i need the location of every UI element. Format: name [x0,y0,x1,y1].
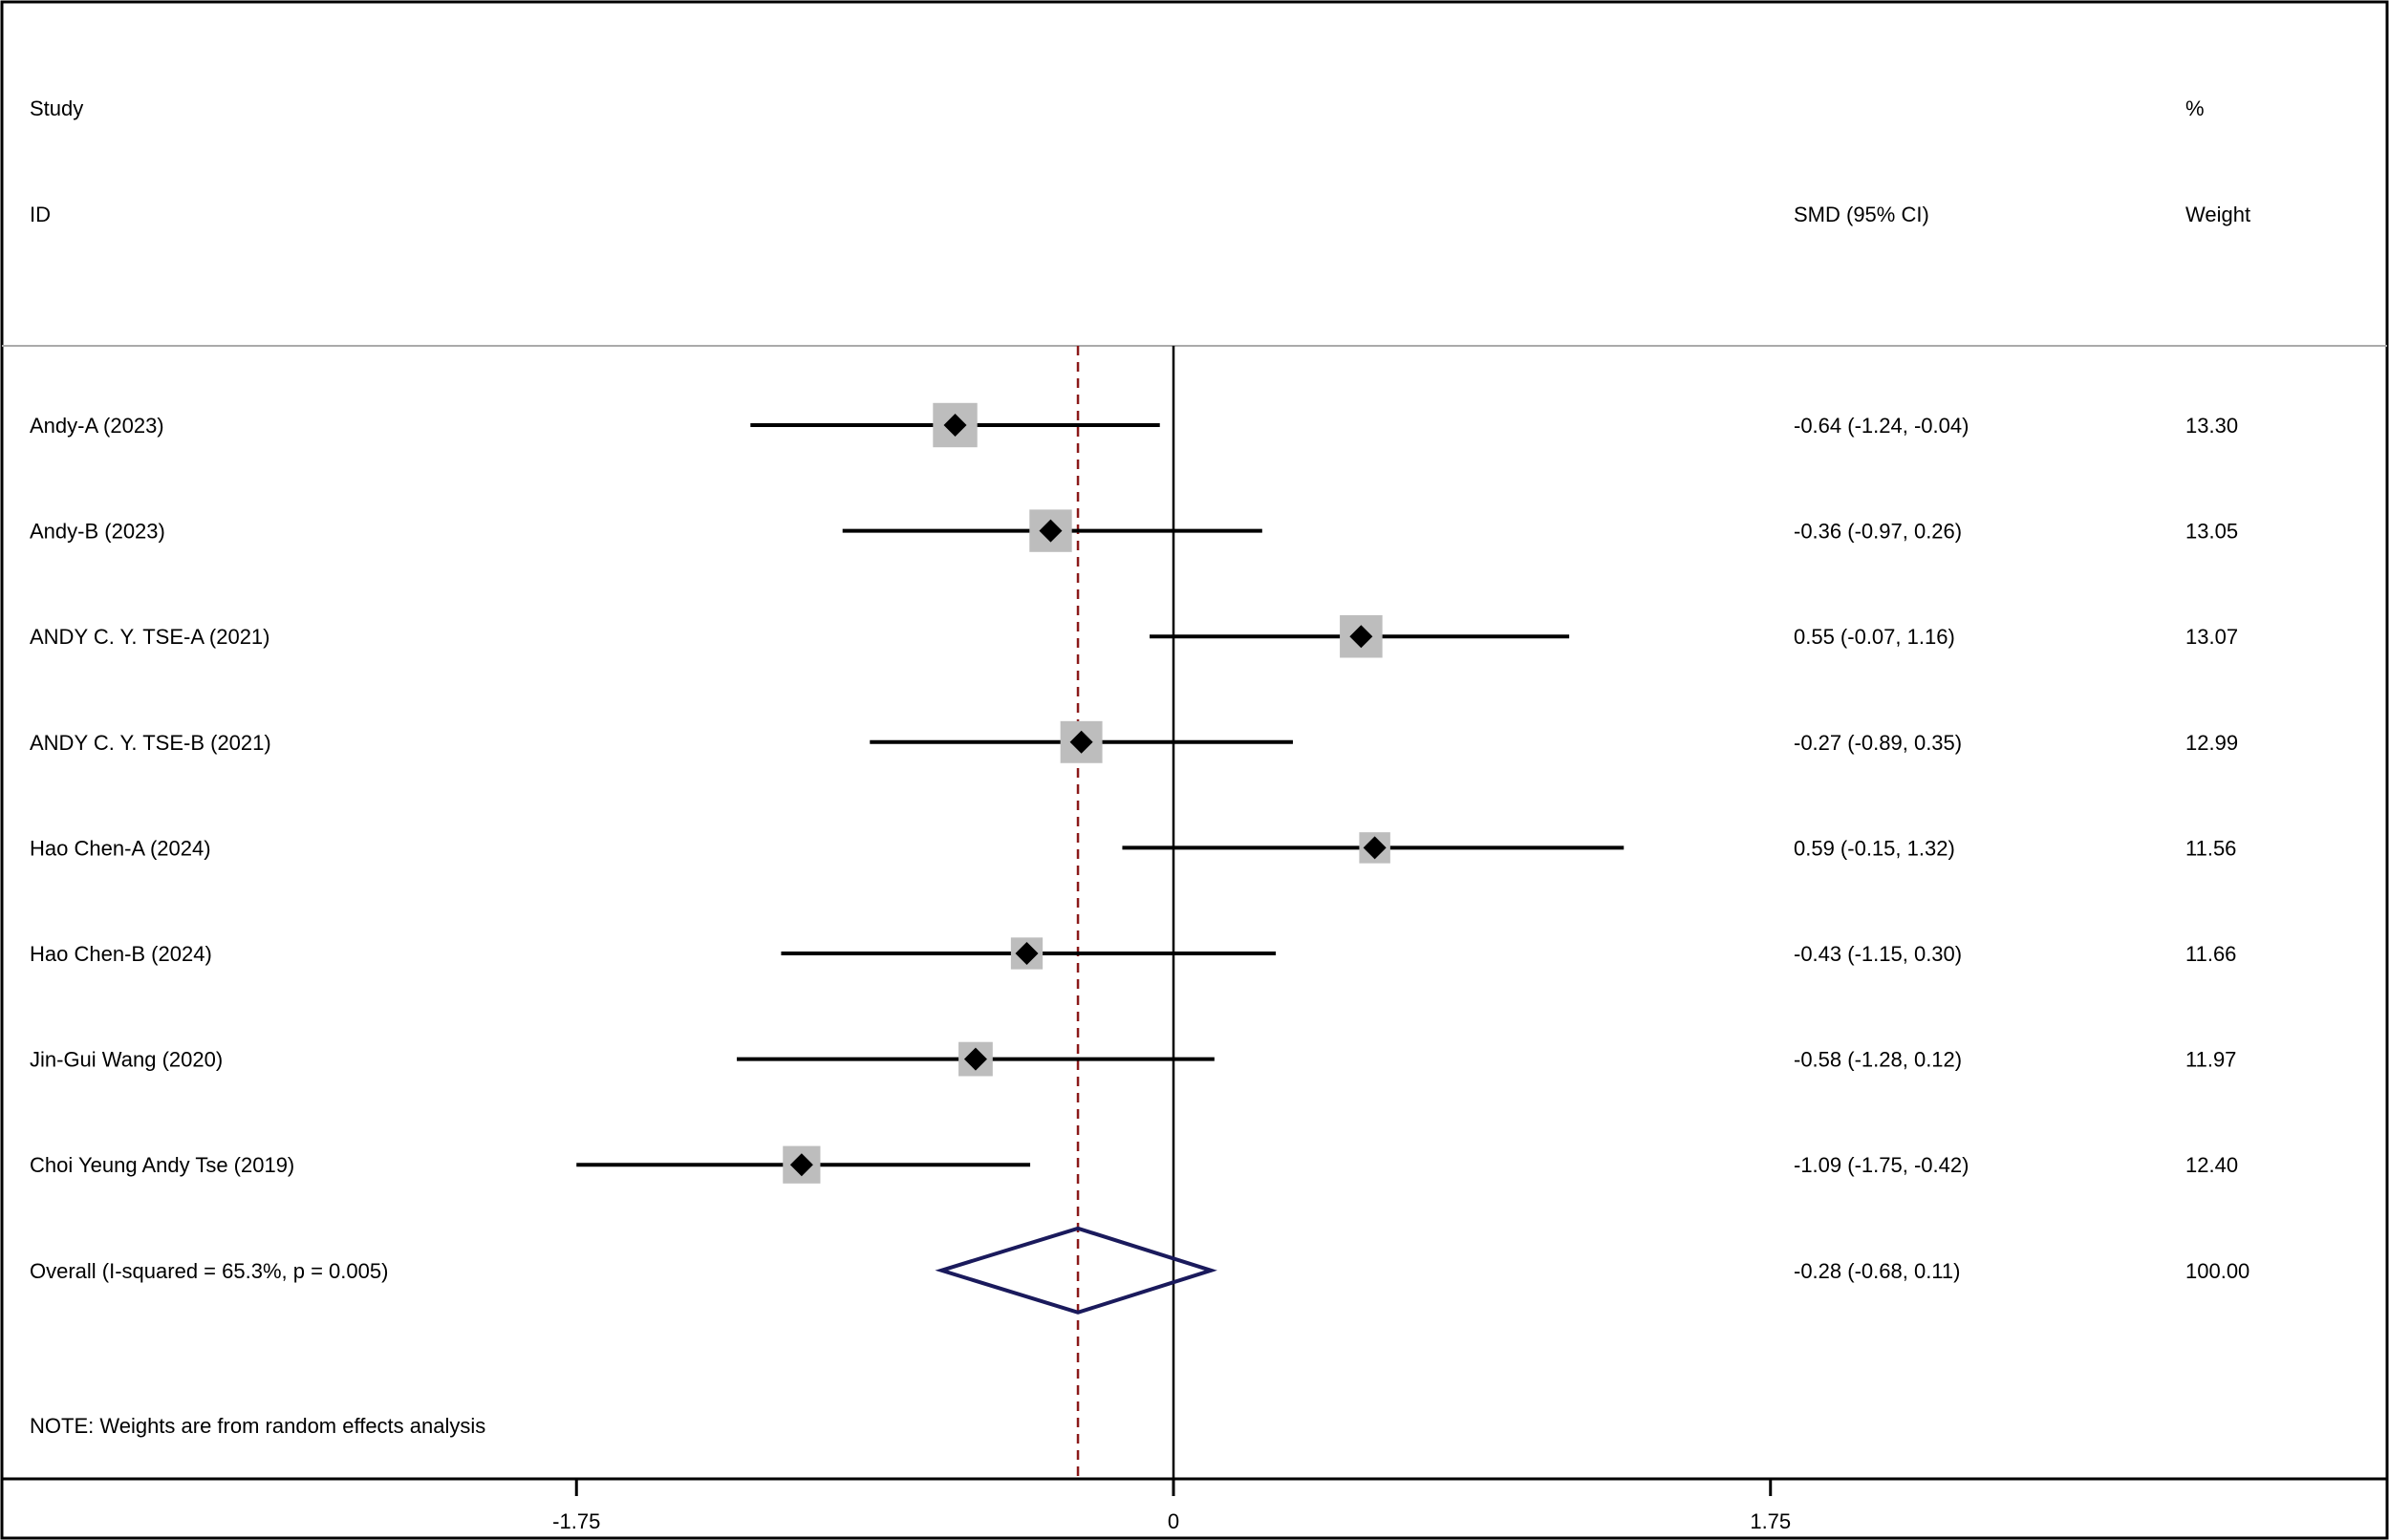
effect-ci-text: 0.55 (-0.07, 1.16) [1794,625,1955,649]
effect-ci-text: 0.59 (-0.15, 1.32) [1794,836,1955,860]
x-tick-label: 0 [1168,1509,1179,1533]
header-study-label: Study [30,96,83,120]
effect-ci-text: -0.36 (-0.97, 0.26) [1794,520,1962,544]
study-label: ANDY C. Y. TSE-B (2021) [30,731,271,755]
weight-text: 13.07 [2185,625,2238,649]
effect-ci-text: -0.64 (-1.24, -0.04) [1794,414,1969,438]
point-estimate-marker [1039,519,1063,543]
x-tick-label: 1.75 [1750,1509,1791,1533]
point-estimate-marker [963,1047,987,1071]
study-row: Andy-A (2023) -0.64 (-1.24, -0.04) 13.30 [30,402,2238,448]
study-label: Hao Chen-B (2024) [30,942,212,966]
header-effect-label: SMD (95% CI) [1794,203,1929,226]
header-percent-label: % [2185,96,2205,120]
overall-row: Overall (I-squared = 65.3%, p = 0.005) -0… [30,1226,2249,1315]
weight-text: 11.56 [2185,836,2236,860]
study-label: Jin-Gui Wang (2020) [30,1048,223,1072]
point-estimate-marker [943,414,967,437]
study-label: Andy-B (2023) [30,520,165,544]
effect-ci-text: -0.27 (-0.89, 0.35) [1794,731,1962,755]
weight-text: 12.40 [2185,1153,2238,1177]
study-row: ANDY C. Y. TSE-A (2021) 0.55 (-0.07, 1.16… [30,614,2238,658]
weight-text: 13.05 [2185,520,2238,544]
x-axis: -1.75 0 1.75 [2,1477,2387,1533]
overall-weight-text: 100.00 [2185,1259,2249,1283]
point-estimate-marker [1069,730,1093,754]
study-rows: Andy-A (2023) -0.64 (-1.24, -0.04) 13.30An… [30,346,2249,1479]
weight-text: 11.66 [2185,942,2236,966]
study-label: Andy-A (2023) [30,414,164,438]
weight-text: 12.99 [2185,731,2238,755]
effect-ci-text: -0.43 (-1.15, 0.30) [1794,942,1962,966]
study-label: Hao Chen-A (2024) [30,836,211,860]
effect-ci-text: -1.09 (-1.75, -0.42) [1794,1153,1969,1177]
study-row: Hao Chen-B (2024) -0.43 (-1.15, 0.30) 11.6… [30,937,2236,970]
overall-ci-text: -0.28 (-0.68, 0.11) [1794,1259,1960,1283]
weight-text: 11.97 [2185,1048,2236,1072]
effect-ci-text: -0.58 (-1.28, 0.12) [1794,1048,1962,1072]
x-tick-label: -1.75 [552,1509,600,1533]
point-estimate-marker [1363,836,1387,860]
study-row: ANDY C. Y. TSE-B (2021) -0.27 (-0.89, 0.3… [30,720,2238,763]
study-row: Hao Chen-A (2024) 0.59 (-0.15, 1.32) 11.56 [30,832,2236,864]
point-estimate-marker [789,1153,813,1177]
overall-diamond [935,1226,1217,1315]
header-id-label: ID [30,203,51,226]
footnote: NOTE: Weights are from random effects an… [30,1414,485,1438]
overall-label: Overall (I-squared = 65.3%, p = 0.005) [30,1259,388,1283]
point-estimate-marker [1015,942,1039,965]
study-label: ANDY C. Y. TSE-A (2021) [30,625,270,649]
header-weight-label: Weight [2185,203,2250,226]
study-label: Choi Yeung Andy Tse (2019) [30,1153,294,1177]
study-row: Jin-Gui Wang (2020) -0.58 (-1.28, 0.12) 11… [30,1041,2236,1077]
point-estimate-marker [1349,625,1373,649]
study-row: Choi Yeung Andy Tse (2019) -1.09 (-1.75, … [30,1145,2238,1184]
weight-text: 13.30 [2185,414,2238,438]
study-row: Andy-B (2023) -0.36 (-0.97, 0.26) 13.05 [30,509,2238,552]
